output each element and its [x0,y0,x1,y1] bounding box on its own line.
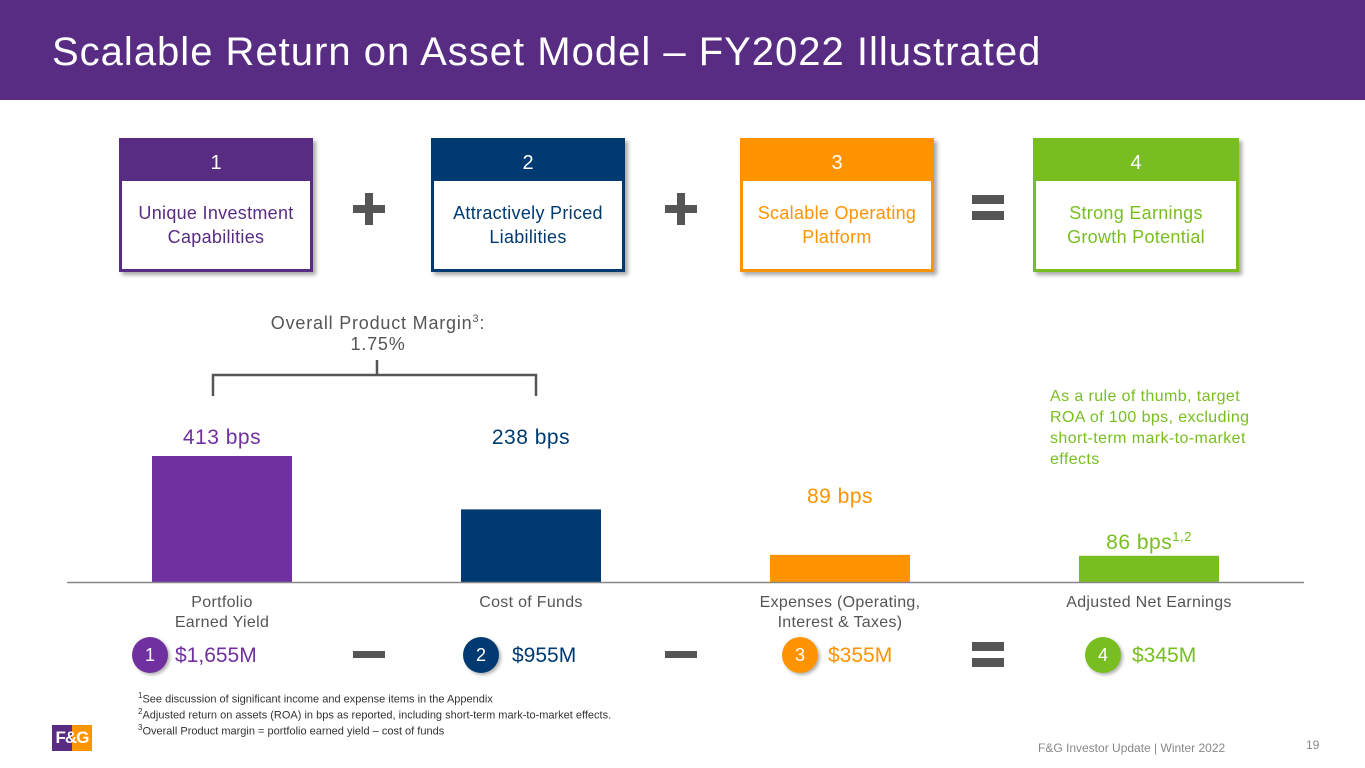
step-number: 1 [122,141,310,181]
step-label: Attractively Priced Liabilities [453,203,603,247]
fg-logo: F&G [52,725,92,751]
bar-net-earnings [1079,555,1219,582]
equals-icon [972,642,1004,667]
footnote-text: Overall Product margin = portfolio earne… [142,725,445,738]
equals-icon [972,195,1004,220]
data-label-cost-of-funds: 238 bps [431,426,631,450]
bar-cost-of-funds [461,509,601,582]
amount-portfolio-yield: $1,655M [175,644,257,667]
step-number: 2 [434,141,622,181]
step-box-4: 4 Strong Earnings Growth Potential [1033,138,1239,272]
footnote-marker: 2 [138,707,143,716]
amount-net-earnings: $345M [1132,644,1197,667]
category-label-portfolio-yield: Portfolio Earned Yield [102,593,342,633]
margin-note-label: Overall Product Margin [270,313,473,333]
fg-logo-text: F&G [55,728,90,747]
step-number: 4 [1036,141,1236,181]
step-label: Strong Earnings Growth Potential [1067,203,1205,247]
data-label-expenses: 89 bps [740,485,940,509]
category-label-line: Portfolio [191,594,253,611]
step-box-1: 1 Unique Investment Capabilities [119,138,313,272]
category-label-line: Earned Yield [174,614,270,631]
plus-icon [353,193,385,225]
step-badge-3: 3 [782,637,818,673]
plus-icon [665,193,697,225]
data-label-portfolio-yield: 413 bps [122,426,322,450]
footnote-1: 1See discussion of significant income an… [138,691,493,706]
margin-note-colon: : [479,313,486,333]
category-label-cost-of-funds: Cost of Funds [411,593,651,613]
footnote-text: See discussion of significant income and… [142,693,493,706]
margin-note: Overall Product Margin3: 1.75% [228,309,528,355]
footnote-2: 2Adjusted return on assets (ROA) in bps … [138,707,611,722]
data-label-text: 86 bps [1106,531,1173,554]
amount-expenses: $355M [828,644,893,667]
category-label-line: Expenses (Operating, [759,594,921,611]
minus-icon [665,651,697,658]
category-label-net-earnings: Adjusted Net Earnings [1029,593,1269,613]
data-label-net-earnings: 86 bps1,2 [1049,529,1249,555]
fg-logo-mark [52,725,72,751]
amount-cost-of-funds: $955M [512,644,577,667]
step-label: Scalable Operating Platform [757,203,917,247]
category-label-expenses: Expenses (Operating, Interest & Taxes) [720,593,960,633]
category-label-line: Interest & Taxes) [777,614,903,631]
step-number: 3 [743,141,931,181]
step-badge-1: 1 [132,637,168,673]
step-badge-4: 4 [1085,637,1121,673]
footer-text: F&G Investor Update | Winter 2022 [1038,741,1226,755]
data-label-text: 238 bps [491,426,571,449]
footnote-marker: 1 [138,691,143,700]
step-box-2: 2 Attractively Priced Liabilities [431,138,625,272]
category-label-line: Cost of Funds [479,594,583,611]
step-box-3: 3 Scalable Operating Platform [740,138,934,272]
footnote-3: 3Overall Product margin = portfolio earn… [138,723,444,738]
data-label-sup: 1,2 [1172,529,1192,544]
minus-icon [353,651,385,658]
data-label-text: 89 bps [806,485,874,508]
bar-expenses [770,554,910,582]
step-label: Unique Investment Capabilities [138,203,294,247]
header-bar: Scalable Return on Asset Model – FY2022 … [0,0,1365,100]
data-label-text: 413 bps [182,426,262,449]
page-number: 19 [1306,738,1320,752]
margin-note-sup: 3 [472,313,480,325]
page-title: Scalable Return on Asset Model – FY2022 … [52,30,1042,74]
footnote-text: Adjusted return on assets (ROA) in bps a… [142,709,612,722]
step-badge-2: 2 [463,637,499,673]
fg-logo-mark [72,725,92,751]
footnote-marker: 3 [138,723,143,732]
margin-bracket [211,360,538,396]
rule-of-thumb-note: As a rule of thumb, target ROA of 100 bp… [1050,388,1250,468]
category-label-line: Adjusted Net Earnings [1066,594,1232,611]
bar-portfolio-yield [152,456,292,582]
margin-note-value: 1.75% [350,334,406,354]
